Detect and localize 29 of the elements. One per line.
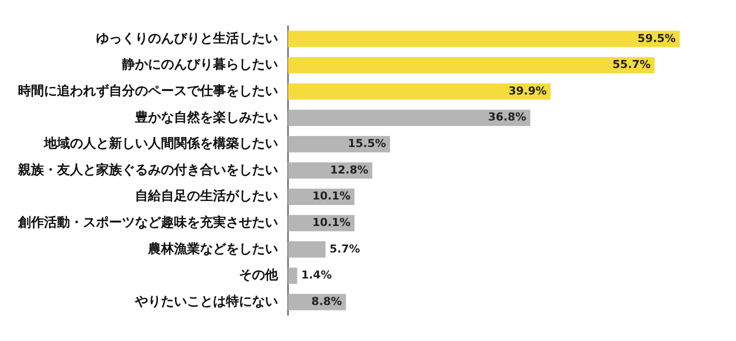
- bar: [288, 268, 298, 284]
- y-tick-label: やりたいことは特にない: [134, 294, 278, 310]
- data-label: 1.4%: [301, 268, 332, 282]
- y-tick-label: 親族・友人と家族ぐるみの付き合いをしたい: [17, 162, 278, 178]
- data-label: 59.5%: [638, 32, 676, 45]
- data-label: 10.1%: [312, 216, 350, 229]
- y-tick-label: 農林漁業などをしたい: [147, 242, 278, 257]
- y-tick-label: ゆっくりのんびりと生活したい: [96, 31, 278, 46]
- bar: [288, 136, 390, 152]
- data-label: 5.7%: [330, 242, 360, 256]
- data-label: 10.1%: [312, 190, 350, 203]
- y-tick-label: 地域の人と新しい人間関係を構築したい: [43, 136, 278, 152]
- data-label: 12.8%: [330, 163, 368, 176]
- bar: [288, 110, 530, 126]
- y-tick-label: その他: [239, 268, 279, 284]
- bar: [288, 83, 551, 100]
- y-tick-label: 静かにのんびり暮らしたい: [121, 58, 278, 73]
- data-label: 39.9%: [508, 84, 547, 98]
- bar: [288, 241, 326, 258]
- data-label: 36.8%: [488, 110, 526, 124]
- data-label: 15.5%: [348, 137, 386, 150]
- y-tick-label: 豊かな自然を楽しみたい: [134, 110, 278, 126]
- y-tick-label: 創作活動・スポーツなど趣味を充実させたい: [17, 214, 278, 230]
- data-label: 55.7%: [612, 58, 651, 72]
- data-label: 8.8%: [311, 294, 342, 308]
- bar: [288, 30, 680, 48]
- y-tick-label: 自給自足の生活がしたい: [135, 189, 278, 204]
- y-tick-label: 時間に追われず自分のペースで仕事をしたい: [18, 82, 278, 99]
- bar: [288, 57, 655, 74]
